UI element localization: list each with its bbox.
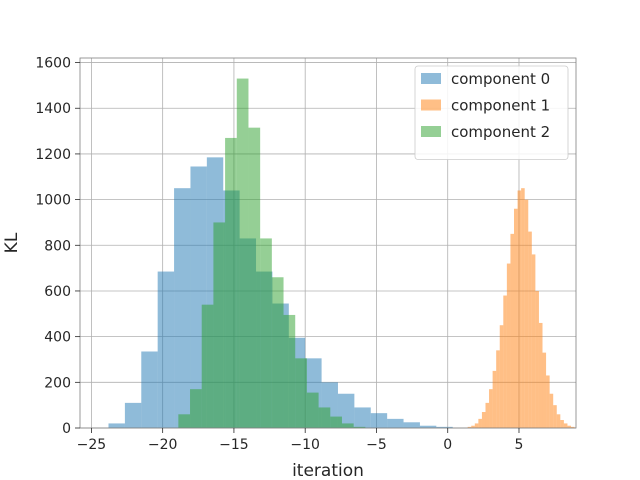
histogram-bar — [260, 238, 272, 428]
x-tick-label: 0 — [443, 437, 452, 453]
series-2-bars — [178, 78, 366, 429]
histogram-bar — [499, 325, 504, 428]
histogram-bar — [213, 222, 226, 428]
y-tick-label: 0 — [62, 421, 71, 437]
histogram-bar — [524, 199, 529, 428]
x-tick-label: −15 — [219, 437, 249, 453]
histogram-bar — [506, 263, 511, 428]
histogram-bar — [514, 208, 518, 428]
histogram-bar — [353, 426, 366, 428]
histogram-bar — [535, 290, 539, 428]
histogram-bar — [492, 370, 497, 428]
plot-frame — [79, 57, 577, 429]
histogram-bar — [485, 402, 490, 428]
histogram-bar — [190, 389, 202, 428]
y-tick-label: 1000 — [35, 193, 71, 209]
histogram-bar — [225, 137, 237, 428]
y-tick-label: 1600 — [35, 56, 71, 72]
histogram-bar — [521, 188, 525, 428]
histogram-bar — [510, 233, 514, 428]
histogram-bar — [337, 393, 355, 428]
histogram-bar — [481, 412, 486, 428]
y-axis-label: KL — [2, 232, 22, 253]
histogram-bar — [174, 188, 191, 428]
legend-label: component 0 — [451, 70, 550, 88]
legend-label: component 1 — [451, 97, 550, 115]
histogram-bar — [141, 351, 158, 428]
histogram-bar — [283, 314, 296, 428]
histogram-bar — [387, 418, 404, 428]
y-tick-label: 1200 — [35, 147, 71, 163]
series-1-bars — [467, 188, 575, 428]
histogram-bar — [538, 322, 543, 428]
histogram-bar — [553, 405, 557, 428]
x-tick-label: 5 — [515, 437, 524, 453]
histogram-bar — [248, 127, 261, 428]
histogram-bar — [330, 416, 342, 428]
legend-label: component 2 — [451, 123, 550, 141]
y-tick-label: 800 — [44, 238, 71, 254]
x-axis-ticks: −25 −20 −15 −10 −5 0 5 — [77, 428, 524, 453]
histogram-bar — [108, 423, 125, 428]
y-tick-label: 400 — [44, 330, 71, 346]
histogram-bar — [124, 402, 142, 428]
legend-swatch — [421, 99, 441, 111]
histogram-bar — [503, 295, 507, 428]
legend-swatch — [421, 126, 441, 137]
histogram-bar — [546, 375, 550, 428]
x-tick-label: −10 — [290, 437, 320, 453]
histogram-bar — [474, 423, 479, 428]
histogram-bar — [531, 254, 536, 428]
legend: component 0 component 1 component 2 — [414, 65, 569, 160]
histogram-bar — [201, 304, 214, 428]
histogram-bar — [306, 392, 319, 428]
histogram-bar — [549, 393, 554, 428]
histogram-bar — [157, 271, 175, 428]
bars — [108, 78, 575, 429]
histogram-bar — [341, 423, 354, 428]
y-tick-label: 1400 — [35, 101, 71, 117]
y-axis-ticks: 0 200 400 600 800 1000 1200 1400 1600 — [35, 56, 80, 437]
x-tick-label: −5 — [366, 437, 387, 453]
y-tick-label: 200 — [44, 375, 71, 391]
histogram-bar — [354, 407, 371, 428]
x-tick-label: −25 — [77, 437, 107, 453]
histogram-bar — [571, 426, 575, 428]
histogram-bar — [236, 78, 249, 429]
x-axis-label: iteration — [292, 461, 364, 480]
histogram-bar — [436, 426, 453, 428]
histogram-bar — [419, 425, 437, 428]
histogram-bar — [467, 426, 472, 428]
histogram-bar — [496, 350, 500, 428]
histogram-bar — [478, 418, 482, 428]
histogram-bar — [560, 420, 564, 428]
histogram-bar — [563, 423, 568, 428]
histogram-bar — [567, 425, 572, 428]
histogram-bar — [556, 414, 561, 428]
legend-swatch — [421, 73, 441, 84]
histogram-bar — [178, 414, 191, 428]
histogram-bar — [271, 277, 284, 428]
histogram-bar — [403, 422, 420, 428]
histogram-bar — [542, 352, 547, 428]
x-tick-label: −20 — [148, 437, 178, 453]
legend-box — [414, 65, 569, 160]
histogram-bar — [517, 190, 522, 428]
y-tick-label: 600 — [44, 284, 71, 300]
histogram-bar — [471, 425, 475, 428]
histogram-bar — [489, 389, 493, 428]
histogram-bar — [370, 413, 388, 428]
histogram-bar — [295, 358, 307, 428]
histogram-bar — [528, 231, 532, 428]
histogram-bar — [318, 407, 331, 428]
